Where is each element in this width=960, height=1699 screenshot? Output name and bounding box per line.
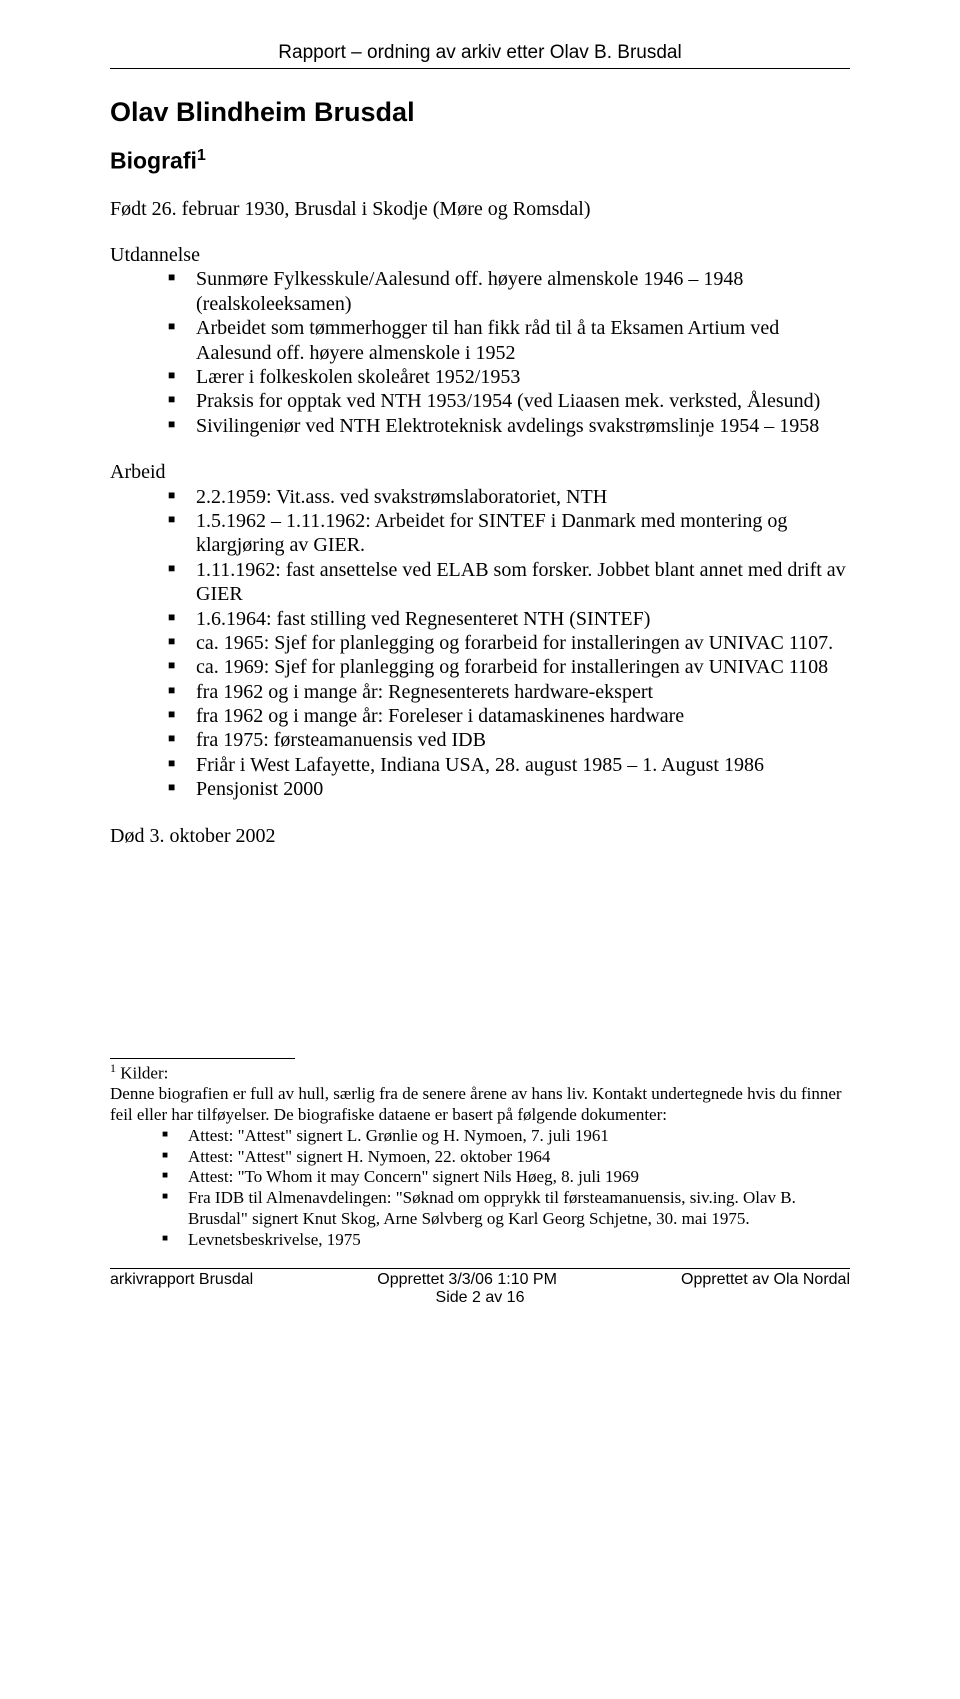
list-item: fra 1962 og i mange år: Foreleser i data… — [168, 704, 850, 728]
header-rule — [110, 68, 850, 69]
list-item: Attest: "Attest" signert H. Nymoen, 22. … — [162, 1147, 850, 1168]
list-item: 1.11.1962: fast ansettelse ved ELAB som … — [168, 558, 850, 607]
education-label: Utdannelse — [110, 243, 850, 267]
list-item: Lærer i folkeskolen skoleåret 1952/1953 — [168, 365, 850, 389]
footnote-list: Attest: "Attest" signert L. Grønlie og H… — [110, 1126, 850, 1250]
education-list: Sunmøre Fylkesskule/Aalesund off. høyere… — [110, 267, 850, 438]
page-header: Rapport – ordning av arkiv etter Olav B.… — [110, 42, 850, 64]
died-line: Død 3. oktober 2002 — [110, 824, 850, 848]
footer-page-number: Side 2 av 16 — [110, 1289, 850, 1307]
list-item: 1.6.1964: fast stilling ved Regnesentere… — [168, 607, 850, 631]
footer-left: arkivrapport Brusdal — [110, 1271, 253, 1289]
footer-center: Opprettet 3/3/06 1:10 PM — [253, 1271, 681, 1289]
work-label: Arbeid — [110, 460, 850, 484]
born-line: Født 26. februar 1930, Brusdal i Skodje … — [110, 197, 850, 221]
footer-rule — [110, 1268, 850, 1269]
list-item: ca. 1969: Sjef for planlegging og forarb… — [168, 655, 850, 679]
list-item: fra 1975: førsteamanuensis ved IDB — [168, 728, 850, 752]
list-item: Friår i West Lafayette, Indiana USA, 28.… — [168, 753, 850, 777]
document-title: Olav Blindheim Brusdal — [110, 97, 850, 128]
list-item: Praksis for opptak ved NTH 1953/1954 (ve… — [168, 389, 850, 413]
list-item: fra 1962 og i mange år: Regnesenterets h… — [168, 680, 850, 704]
list-item: Fra IDB til Almenavdelingen: "Søknad om … — [162, 1188, 850, 1229]
list-item: Arbeidet som tømmerhogger til han fikk r… — [168, 316, 850, 365]
list-item: Sivilingeniør ved NTH Elektroteknisk avd… — [168, 414, 850, 438]
list-item: Pensjonist 2000 — [168, 777, 850, 801]
list-item: 1.5.1962 – 1.11.1962: Arbeidet for SINTE… — [168, 509, 850, 558]
list-item: ca. 1965: Sjef for planlegging og forarb… — [168, 631, 850, 655]
footnote-divider — [110, 1058, 295, 1059]
work-list: 2.2.1959: Vit.ass. ved svakstrømslaborat… — [110, 485, 850, 802]
list-item: Attest: "Attest" signert L. Grønlie og H… — [162, 1126, 850, 1147]
list-item: Sunmøre Fylkesskule/Aalesund off. høyere… — [168, 267, 850, 316]
footnote: 1 Kilder: Denne biografien er full av hu… — [110, 1061, 850, 1250]
footnote-lead: 1 Kilder: — [110, 1061, 850, 1084]
footnote-intro: Denne biografien er full av hull, særlig… — [110, 1084, 850, 1125]
footer-right: Opprettet av Ola Nordal — [681, 1271, 850, 1289]
list-item: Attest: "To Whom it may Concern" signert… — [162, 1167, 850, 1188]
list-item: Levnetsbeskrivelse, 1975 — [162, 1230, 850, 1251]
page-footer: arkivrapport Brusdal Opprettet 3/3/06 1:… — [110, 1271, 850, 1289]
section-heading-biografi: Biografi1 — [110, 146, 850, 175]
list-item: 2.2.1959: Vit.ass. ved svakstrømslaborat… — [168, 485, 850, 509]
